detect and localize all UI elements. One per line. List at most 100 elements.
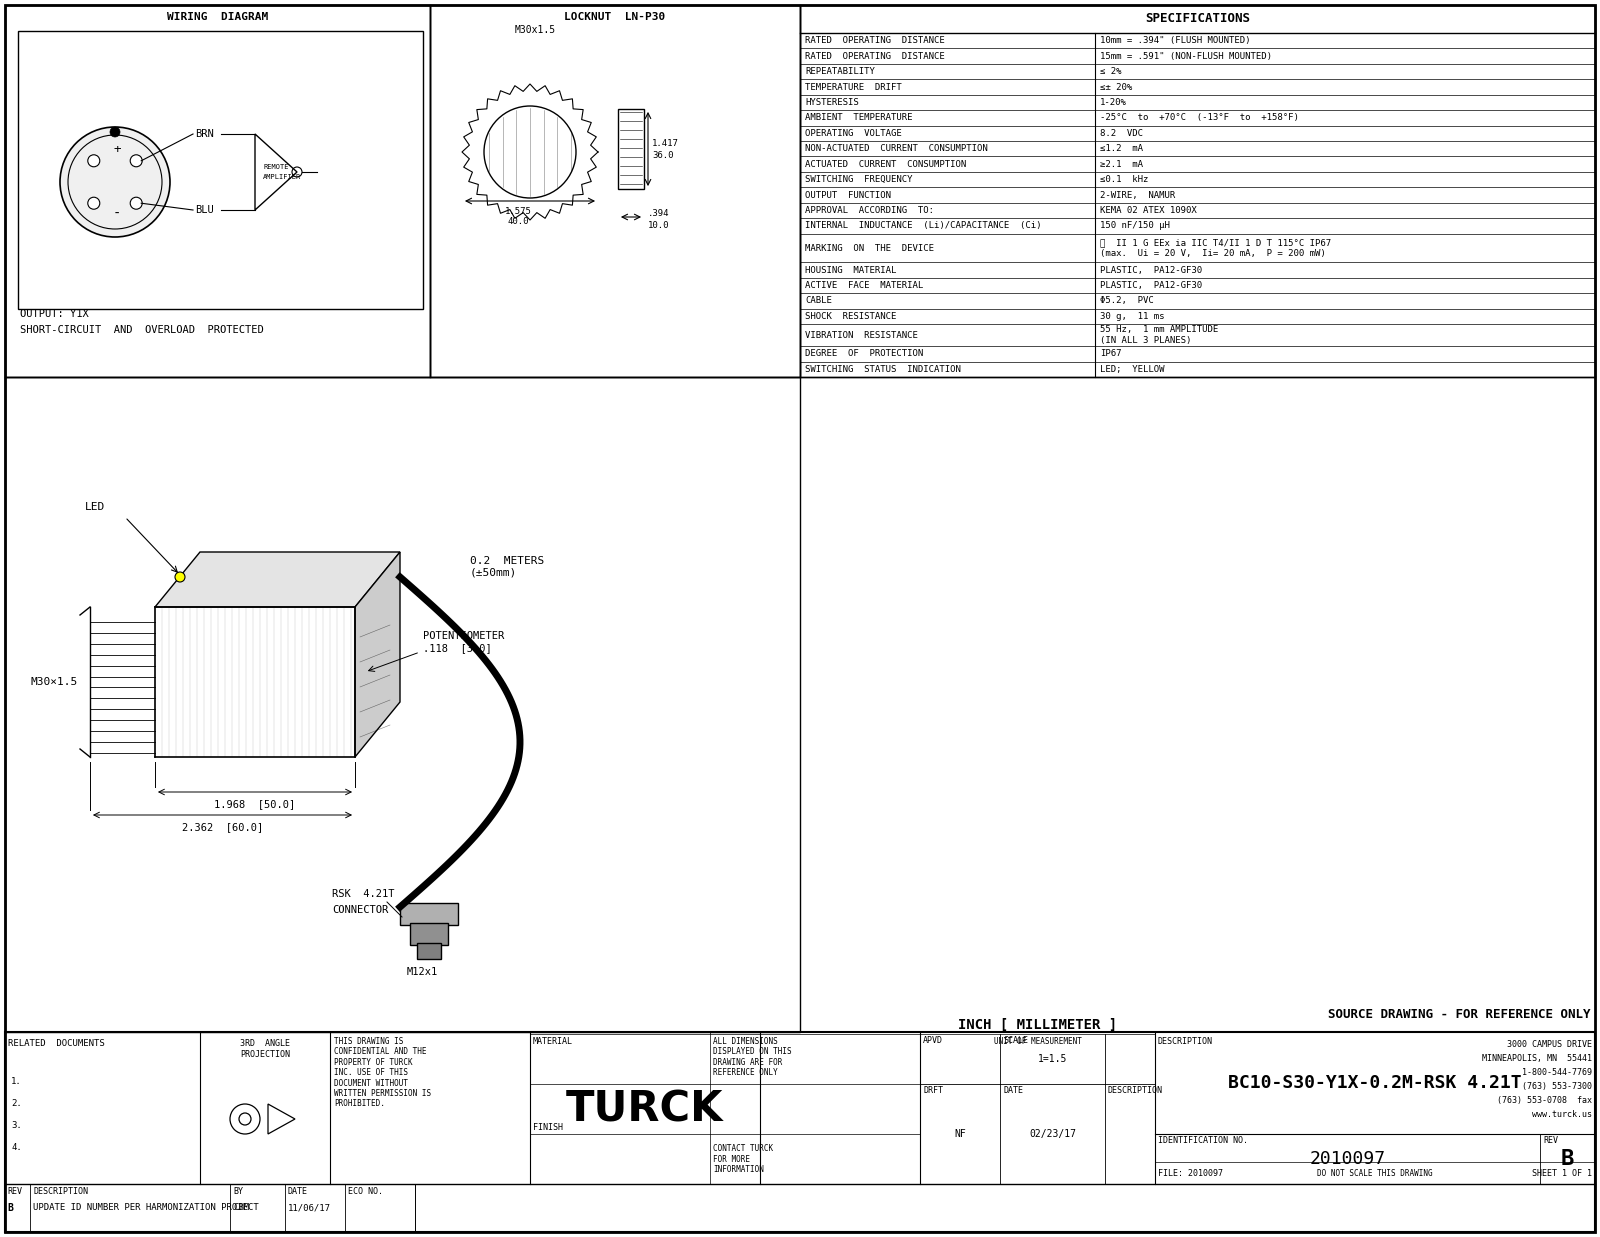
- Text: PLASTIC,  PA12-GF30: PLASTIC, PA12-GF30: [1101, 266, 1202, 275]
- Text: VIBRATION  RESISTANCE: VIBRATION RESISTANCE: [805, 330, 918, 340]
- Text: SPECIFICATIONS: SPECIFICATIONS: [1146, 12, 1250, 26]
- Text: APVD: APVD: [923, 1037, 942, 1045]
- Text: PROJECTION: PROJECTION: [240, 1050, 290, 1059]
- Text: 55 Hz,  1 mm AMPLITUDE
(IN ALL 3 PLANES): 55 Hz, 1 mm AMPLITUDE (IN ALL 3 PLANES): [1101, 325, 1218, 345]
- Text: CONTACT TURCK
FOR MORE
INFORMATION: CONTACT TURCK FOR MORE INFORMATION: [714, 1144, 773, 1174]
- Circle shape: [88, 197, 99, 209]
- Text: 2-WIRE,  NAMUR: 2-WIRE, NAMUR: [1101, 190, 1176, 199]
- Text: CONNECTOR: CONNECTOR: [333, 905, 389, 915]
- Text: RSK  4.21T: RSK 4.21T: [333, 889, 395, 899]
- Text: ECO NO.: ECO NO.: [349, 1188, 382, 1196]
- Text: LOCKNUT  LN-P30: LOCKNUT LN-P30: [565, 12, 666, 22]
- Text: DATE: DATE: [1003, 1086, 1022, 1095]
- Text: REV: REV: [6, 1188, 22, 1196]
- Text: UPDATE ID NUMBER PER HARMONIZATION PROJECT: UPDATE ID NUMBER PER HARMONIZATION PROJE…: [34, 1204, 259, 1212]
- Text: 2010097: 2010097: [1309, 1150, 1386, 1168]
- Text: M30×1.5: M30×1.5: [30, 677, 78, 687]
- Text: PLASTIC,  PA12-GF30: PLASTIC, PA12-GF30: [1101, 281, 1202, 289]
- Text: DRFT: DRFT: [923, 1086, 942, 1095]
- Bar: [5, 1032, 1595, 1232]
- Circle shape: [88, 155, 99, 167]
- Text: BC10-S30-Y1X-0.2M-RSK 4.21T: BC10-S30-Y1X-0.2M-RSK 4.21T: [1229, 1074, 1522, 1092]
- Text: B: B: [1562, 1149, 1574, 1169]
- Text: M12x1: M12x1: [406, 967, 438, 977]
- Text: 3RD  ANGLE: 3RD ANGLE: [240, 1039, 290, 1048]
- Text: DO NOT SCALE THIS DRAWING: DO NOT SCALE THIS DRAWING: [1317, 1169, 1434, 1178]
- Text: 1.575: 1.575: [504, 207, 531, 215]
- Text: +: +: [114, 143, 120, 157]
- Text: BY: BY: [234, 1188, 243, 1196]
- Text: MINNEAPOLIS, MN  55441: MINNEAPOLIS, MN 55441: [1482, 1054, 1592, 1063]
- Text: M30x1.5: M30x1.5: [515, 25, 555, 35]
- Text: 10mm = .394" (FLUSH MOUNTED): 10mm = .394" (FLUSH MOUNTED): [1101, 36, 1251, 46]
- Bar: [18, 31, 422, 309]
- Text: -25°C  to  +70°C  (-13°F  to  +158°F): -25°C to +70°C (-13°F to +158°F): [1101, 114, 1299, 122]
- Text: ≤1.2  mA: ≤1.2 mA: [1101, 145, 1142, 153]
- Text: 15mm = .591" (NON-FLUSH MOUNTED): 15mm = .591" (NON-FLUSH MOUNTED): [1101, 52, 1272, 61]
- Text: INTERNAL  INDUCTANCE  (Li)/CAPACITANCE  (Ci): INTERNAL INDUCTANCE (Li)/CAPACITANCE (Ci…: [805, 221, 1042, 230]
- Bar: [5, 5, 430, 377]
- Bar: [5, 377, 800, 1032]
- Text: Φ5.2,  PVC: Φ5.2, PVC: [1101, 297, 1154, 306]
- Text: DATE: DATE: [288, 1188, 307, 1196]
- Text: REPEATABILITY: REPEATABILITY: [805, 67, 875, 77]
- Text: MARKING  ON  THE  DEVICE: MARKING ON THE DEVICE: [805, 244, 934, 252]
- Text: OUTPUT: Y1X: OUTPUT: Y1X: [19, 309, 88, 319]
- Text: SOURCE DRAWING - FOR REFERENCE ONLY: SOURCE DRAWING - FOR REFERENCE ONLY: [1328, 1008, 1590, 1022]
- Text: 1.: 1.: [11, 1077, 22, 1086]
- Text: TEMPERATURE  DRIFT: TEMPERATURE DRIFT: [805, 83, 902, 92]
- Text: 36.0: 36.0: [653, 151, 674, 160]
- Text: (763) 553-0708  fax: (763) 553-0708 fax: [1498, 1096, 1592, 1105]
- Text: REV: REV: [1542, 1136, 1558, 1145]
- Text: CBM: CBM: [234, 1204, 250, 1212]
- Text: B: B: [6, 1204, 13, 1213]
- Text: RELATED  DOCUMENTS: RELATED DOCUMENTS: [8, 1039, 104, 1048]
- Text: 1=1.5: 1=1.5: [1038, 1054, 1067, 1064]
- Polygon shape: [355, 552, 400, 757]
- Text: 0.2  METERS
(±50mm): 0.2 METERS (±50mm): [470, 557, 544, 578]
- Text: LED;  YELLOW: LED; YELLOW: [1101, 365, 1165, 374]
- Text: KEMA 02 ATEX 1090X: KEMA 02 ATEX 1090X: [1101, 207, 1197, 215]
- Bar: [400, 903, 458, 925]
- Text: RATED  OPERATING  DISTANCE: RATED OPERATING DISTANCE: [805, 36, 944, 46]
- Text: THIS DRAWING IS
CONFIDENTIAL AND THE
PROPERTY OF TURCK
INC. USE OF THIS
DOCUMENT: THIS DRAWING IS CONFIDENTIAL AND THE PRO…: [334, 1037, 430, 1108]
- Text: ACTIVE  FACE  MATERIAL: ACTIVE FACE MATERIAL: [805, 281, 923, 289]
- Text: HOUSING  MATERIAL: HOUSING MATERIAL: [805, 266, 896, 275]
- Text: www.turck.us: www.turck.us: [1533, 1110, 1592, 1119]
- Text: OPERATING  VOLTAGE: OPERATING VOLTAGE: [805, 129, 902, 137]
- Text: -: -: [114, 207, 122, 221]
- Text: INCH [ MILLIMETER ]: INCH [ MILLIMETER ]: [958, 1018, 1117, 1032]
- Text: 3000 CAMPUS DRIVE: 3000 CAMPUS DRIVE: [1507, 1040, 1592, 1049]
- Text: 1-20%: 1-20%: [1101, 98, 1126, 106]
- Text: 3.: 3.: [11, 1122, 22, 1131]
- Text: 150 nF/150 μH: 150 nF/150 μH: [1101, 221, 1170, 230]
- Text: 1.968  [50.0]: 1.968 [50.0]: [214, 799, 296, 809]
- Text: TURCK: TURCK: [566, 1089, 723, 1131]
- Text: 1.417: 1.417: [653, 139, 678, 147]
- Bar: [430, 5, 800, 377]
- Text: SHOCK  RESISTANCE: SHOCK RESISTANCE: [805, 312, 896, 320]
- Text: 02/23/17: 02/23/17: [1029, 1129, 1075, 1139]
- Text: DESCRIPTION: DESCRIPTION: [1158, 1037, 1213, 1047]
- Text: UNIT OF MEASUREMENT: UNIT OF MEASUREMENT: [994, 1037, 1082, 1045]
- Text: 2.362  [60.0]: 2.362 [60.0]: [182, 823, 262, 833]
- Circle shape: [61, 127, 170, 238]
- Text: ≤± 20%: ≤± 20%: [1101, 83, 1133, 92]
- Text: OUTPUT  FUNCTION: OUTPUT FUNCTION: [805, 190, 891, 199]
- Text: RATED  OPERATING  DISTANCE: RATED OPERATING DISTANCE: [805, 52, 944, 61]
- Polygon shape: [155, 552, 400, 607]
- Bar: [800, 5, 1595, 377]
- Text: MATERIAL: MATERIAL: [533, 1037, 573, 1047]
- Text: IP67: IP67: [1101, 349, 1122, 359]
- Text: BRN: BRN: [195, 129, 214, 139]
- Text: BLU: BLU: [195, 205, 214, 215]
- Bar: [410, 923, 448, 945]
- Text: NON-ACTUATED  CURRENT  CONSUMPTION: NON-ACTUATED CURRENT CONSUMPTION: [805, 145, 987, 153]
- Text: APPROVAL  ACCORDING  TO:: APPROVAL ACCORDING TO:: [805, 207, 934, 215]
- Text: SWITCHING  FREQUENCY: SWITCHING FREQUENCY: [805, 176, 912, 184]
- Text: ⓔ  II 1 G EEx ia IIC T4/II 1 D T 115°C IP67
(max.  Ui = 20 V,  Ii= 20 mA,  P = 2: ⓔ II 1 G EEx ia IIC T4/II 1 D T 115°C IP…: [1101, 239, 1331, 257]
- Text: CABLE: CABLE: [805, 297, 832, 306]
- Text: FILE: 2010097: FILE: 2010097: [1158, 1169, 1222, 1178]
- Text: 8.2  VDC: 8.2 VDC: [1101, 129, 1142, 137]
- Text: 1-800-544-7769: 1-800-544-7769: [1522, 1068, 1592, 1077]
